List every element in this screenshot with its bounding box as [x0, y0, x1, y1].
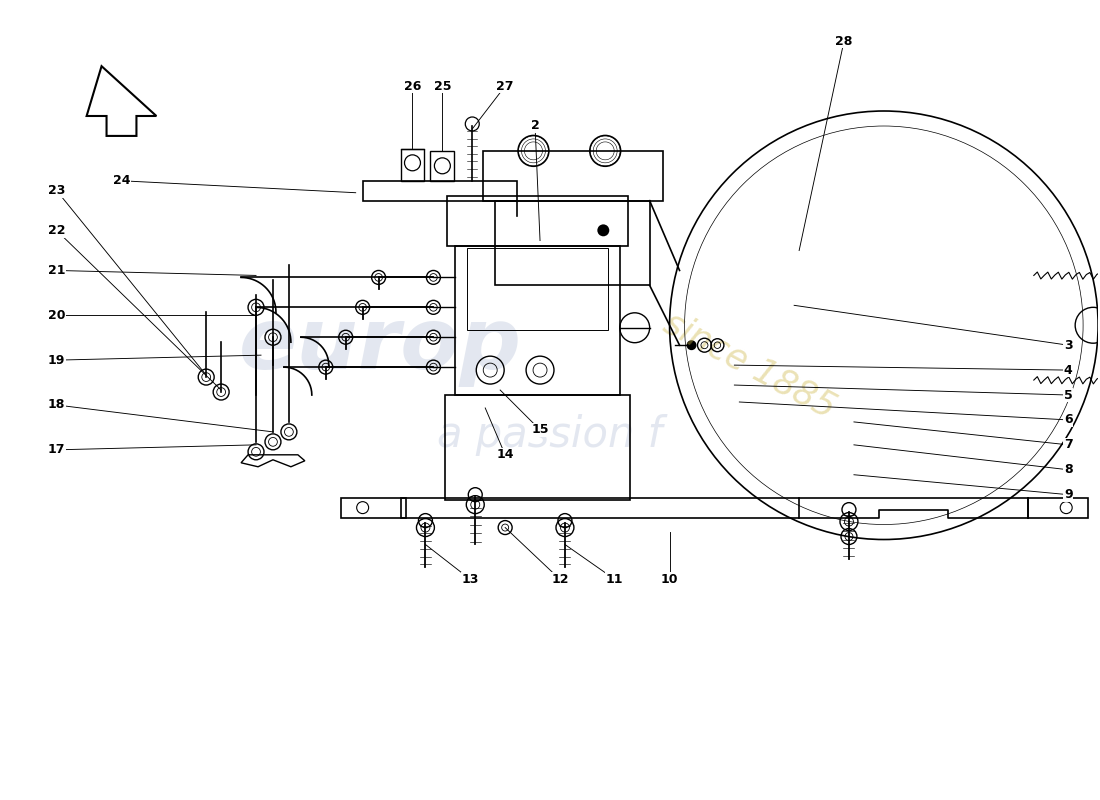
- Text: 26: 26: [404, 79, 421, 93]
- Text: a passion f: a passion f: [438, 414, 662, 456]
- Bar: [1028, 498, 1088, 518]
- Text: 24: 24: [112, 174, 130, 187]
- Text: 18: 18: [48, 398, 65, 411]
- Bar: [483, 151, 662, 201]
- Text: 8: 8: [1064, 463, 1072, 476]
- Text: 14: 14: [496, 448, 514, 462]
- Bar: [468, 248, 608, 330]
- Text: 22: 22: [48, 224, 66, 237]
- Bar: [341, 498, 406, 518]
- Bar: [446, 395, 629, 500]
- Text: 11: 11: [606, 573, 624, 586]
- Text: 3: 3: [1064, 338, 1072, 352]
- Text: 4: 4: [1064, 364, 1072, 377]
- Text: 25: 25: [433, 79, 451, 93]
- Circle shape: [597, 224, 609, 236]
- Text: 12: 12: [551, 573, 569, 586]
- Text: 21: 21: [48, 264, 66, 277]
- Text: 6: 6: [1064, 414, 1072, 426]
- Bar: [430, 151, 454, 181]
- Bar: [400, 149, 425, 181]
- Circle shape: [686, 340, 696, 350]
- Text: 17: 17: [48, 443, 66, 456]
- Text: 20: 20: [48, 309, 66, 322]
- Bar: [448, 196, 628, 246]
- Text: 9: 9: [1064, 488, 1072, 501]
- Text: 28: 28: [835, 34, 852, 48]
- Text: 5: 5: [1064, 389, 1072, 402]
- Text: 10: 10: [661, 573, 679, 586]
- Text: 2: 2: [530, 119, 539, 133]
- Bar: [455, 246, 619, 395]
- Text: 7: 7: [1064, 438, 1072, 451]
- Bar: [363, 181, 517, 201]
- Bar: [400, 498, 799, 518]
- Bar: [495, 201, 650, 286]
- Text: 23: 23: [48, 184, 65, 198]
- Text: 19: 19: [48, 354, 65, 366]
- Text: 13: 13: [462, 573, 478, 586]
- Text: 15: 15: [531, 423, 549, 436]
- Text: since 1885: since 1885: [658, 306, 842, 425]
- Text: 27: 27: [496, 79, 514, 93]
- Text: europ: europ: [239, 304, 522, 386]
